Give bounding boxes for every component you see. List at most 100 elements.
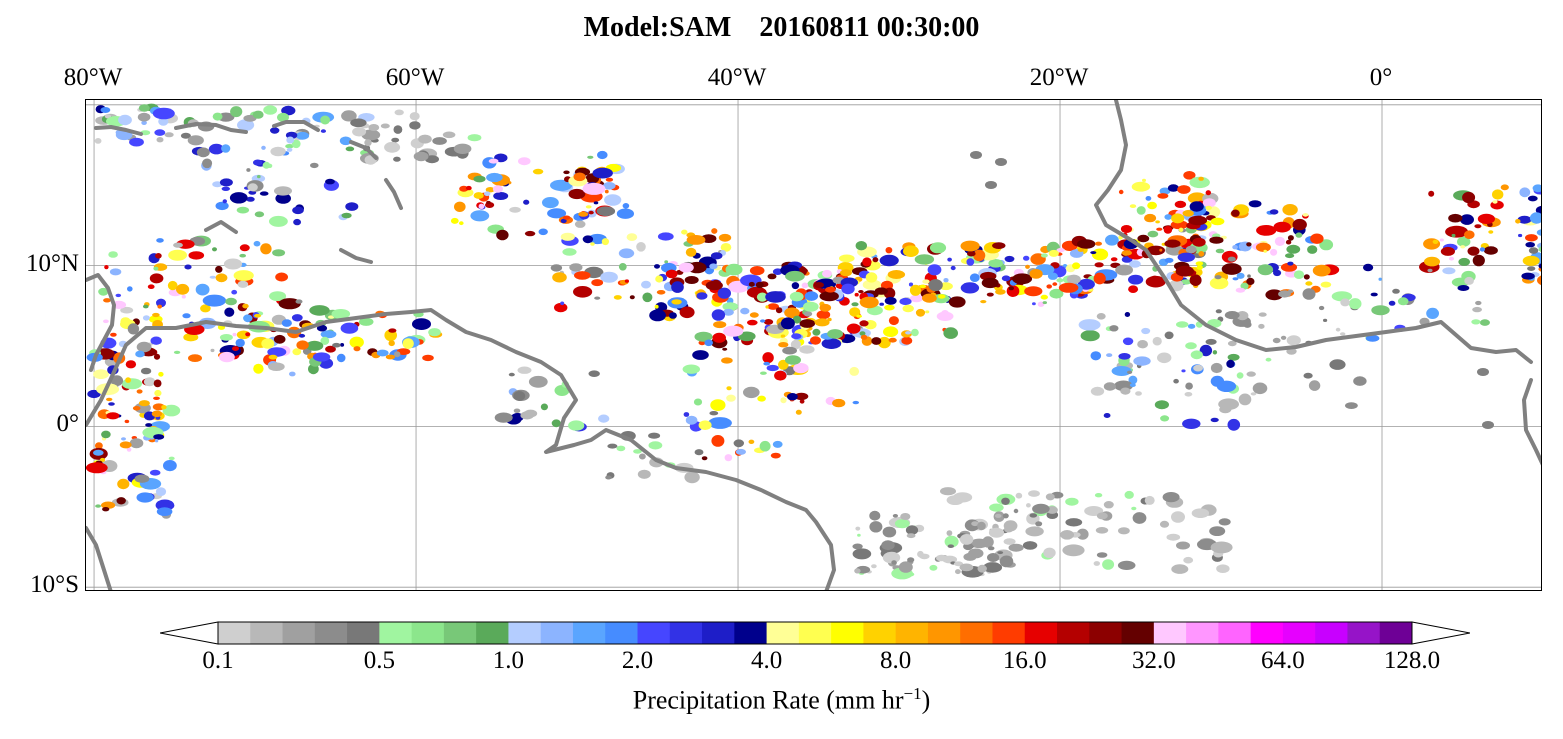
precip-cell [1176,321,1189,328]
precip-cell [1129,260,1141,268]
precip-cell [1103,501,1114,509]
precip-cell [1479,319,1490,326]
precip-cell [332,342,341,348]
precip-cell [946,495,964,505]
precip-cell [791,333,802,340]
precip-cell [822,269,832,278]
precip-cell [320,129,326,133]
precip-cell [582,235,594,244]
precip-cell [1128,375,1138,385]
precip-cell [846,323,861,334]
precip-cell [345,202,359,211]
precip-cell [1120,387,1131,395]
precip-cell [1042,301,1047,305]
precip-cell [267,347,287,357]
precip-cell [973,249,986,262]
precip-cell [568,420,585,431]
colorbar-segment [605,622,639,644]
precip-cell [268,362,285,372]
precip-cell [882,526,897,538]
precip-cell [683,412,690,417]
precip-cell [108,402,115,406]
precip-cell [1370,292,1378,297]
precip-cell [453,143,472,154]
precip-cell [588,370,600,378]
precip-cell [1090,251,1097,255]
precip-cell [721,357,733,364]
precip-cell [1103,413,1111,418]
precip-cell [1218,398,1239,411]
precip-cell [919,553,930,560]
precip-cell [1205,205,1212,210]
precip-cell [1532,184,1541,193]
precip-cell [380,123,390,129]
precip-cell [616,445,626,452]
precip-cell [971,521,979,527]
precip-cell [1065,497,1079,506]
precip-cell [852,400,859,405]
lon-label: 20°W [1029,64,1089,91]
precip-cell [1008,286,1014,291]
precip-cell [1250,392,1257,396]
precip-cell [126,447,132,452]
colorbar-segment [250,622,284,644]
precip-cell [1048,249,1059,257]
precip-cell [593,201,599,205]
precip-cell [1093,561,1100,566]
precip-cell [879,302,884,306]
precip-cell [1265,357,1272,362]
precip-cell [289,371,296,377]
precip-cell [1173,378,1179,384]
precip-cell [262,161,271,169]
colorbar-outline [217,621,1413,645]
precip-cell [1040,253,1048,258]
colorbar-segment [443,622,477,644]
precip-cell [1023,255,1030,261]
precip-cell [93,449,104,456]
precip-cell [694,331,713,342]
precip-cell [1028,490,1040,497]
precip-cell [763,361,770,366]
precip-cell [891,560,897,565]
precip-cell [1185,245,1197,254]
precip-cell [637,469,651,479]
colorbar [160,621,1470,645]
precip-cell [883,326,899,337]
precip-cell [862,279,882,290]
precip-cell [1145,196,1152,201]
precip-cell [655,275,664,283]
precip-cell [568,188,586,200]
precip-cell [1302,213,1309,217]
precip-cell [1280,262,1298,272]
precip-cell [994,513,1002,518]
colorbar-segment [960,622,993,644]
precip-cell [936,554,947,562]
precip-cell [872,257,879,263]
precip-cell [648,441,663,450]
precip-cell [1236,372,1244,379]
precip-cell [517,366,532,374]
precip-cell [212,247,217,252]
precip-cell [119,441,132,449]
precip-cell [1096,552,1108,558]
precip-cell [780,317,795,330]
precip-cell [711,228,718,234]
precip-cell [538,228,548,236]
precip-cell [1131,181,1151,192]
precip-cell [992,242,1006,250]
precip-cell [422,354,434,362]
precip-cell [229,192,248,204]
precip-cell [121,437,126,441]
precip-cell [153,266,159,271]
precip-cell [364,139,372,147]
precip-cell [153,396,160,400]
precip-cell [1272,337,1281,344]
precip-cell [1159,248,1163,252]
precip-cell [1278,290,1291,298]
precip-cell [1095,241,1102,246]
precip-cell [1177,185,1191,194]
precip-cell [1043,547,1056,558]
precip-cell [944,535,959,548]
precip-cell [1003,538,1016,545]
precip-cell [684,471,700,484]
